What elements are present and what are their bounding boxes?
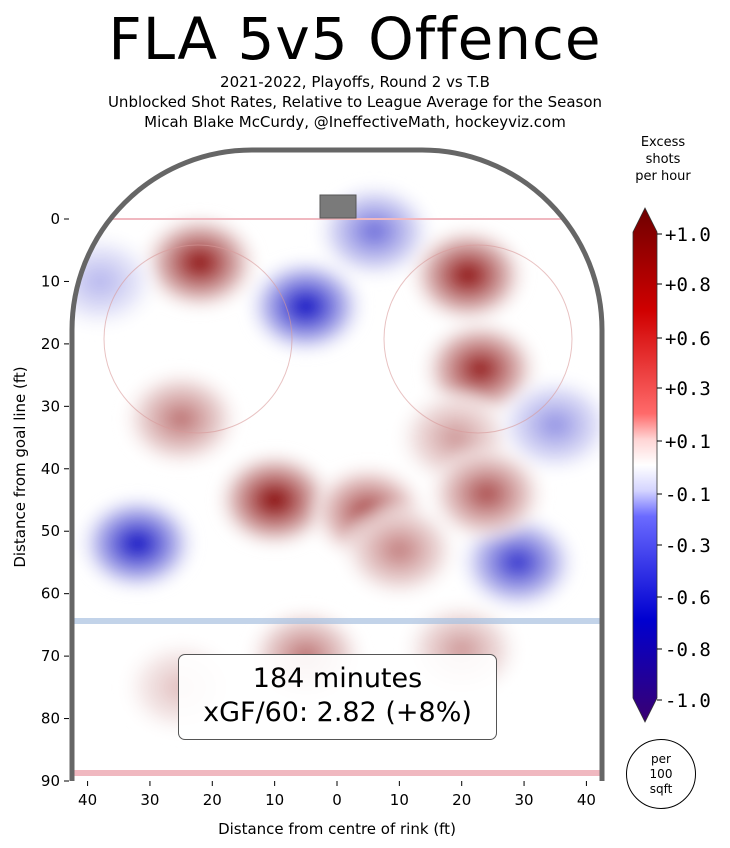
y-tick-label: 50 xyxy=(41,522,60,540)
heat-hotspot-9-ring-1 xyxy=(388,540,411,560)
heat-hotspot-1-ring-1 xyxy=(294,297,318,316)
heat-hotspot-12-ring-1 xyxy=(544,415,567,435)
y-tick-label: 70 xyxy=(41,647,60,665)
heat-hotspot-3-ring-1 xyxy=(456,265,480,285)
x-tick-label: 10 xyxy=(265,791,284,809)
x-axis-label: Distance from centre of rink (ft) xyxy=(218,820,456,838)
heat-hotspot-11-ring-1 xyxy=(506,553,530,572)
colorbar-tick-label: -0.3 xyxy=(665,535,711,557)
colorbar-tick-label: -0.6 xyxy=(665,587,711,609)
faceoff-circle-right xyxy=(383,244,573,434)
heat-hotspot-2-ring-1 xyxy=(363,222,386,241)
heat-hotspot-4-ring-1 xyxy=(469,359,492,379)
y-axis-label: Distance from goal line (ft) xyxy=(11,366,29,567)
x-tick-label: 40 xyxy=(78,791,97,809)
colorbar-tick-label: -1.0 xyxy=(665,690,711,712)
y-tick-label: 80 xyxy=(41,710,60,728)
colorbar-scale xyxy=(632,207,658,723)
stats-box: 184 minutes xGF/60: 2.82 (+8%) xyxy=(178,654,497,740)
colorbar-tick-label: +0.6 xyxy=(665,328,711,350)
heat-hotspot-13-ring-1 xyxy=(475,484,498,504)
y-tick-label: 20 xyxy=(41,335,60,353)
x-tick-label: 40 xyxy=(577,791,596,809)
colorbar-tick-label: +0.1 xyxy=(665,431,711,453)
y-tick-label: 30 xyxy=(41,397,60,415)
colorbar-title: Excess shots per hour xyxy=(635,135,691,184)
x-tick-label: 0 xyxy=(332,791,342,809)
x-tick-label: 10 xyxy=(390,791,409,809)
faceoff-circle-left xyxy=(103,244,293,434)
heat-hotspot-0-ring-1 xyxy=(188,253,212,273)
heat-hotspot-10-ring-1 xyxy=(126,534,149,554)
xgf-label: xGF/60: 2.82 (+8%) xyxy=(203,697,472,728)
chart-title: FLA 5v5 Offence xyxy=(108,5,602,73)
colorbar-tick-label: +0.8 xyxy=(665,274,711,296)
colorbar-tick-label: +1.0 xyxy=(665,224,711,246)
colorbar-tick-label: -0.1 xyxy=(665,484,711,506)
x-tick-label: 30 xyxy=(140,791,159,809)
x-tick-label: 30 xyxy=(515,791,534,809)
unit-badge: per 100 sqft xyxy=(626,739,696,809)
colorbar-tick-label: +0.3 xyxy=(665,378,711,400)
x-tick-label: 20 xyxy=(203,791,222,809)
y-tick-label: 0 xyxy=(50,210,60,228)
rink-boards xyxy=(69,147,605,781)
colorbar: +1.0 +0.8 +0.6 +0.3 +0.1 -0.1 -0.3 -0.6 -0.8 -1.0 xyxy=(632,207,711,723)
chart-subtitle-1: 2021-2022, Playoffs, Round 2 vs T.B xyxy=(220,73,490,91)
y-tick-label: 90 xyxy=(41,772,60,790)
heat-hotspot-6-ring-1 xyxy=(263,490,286,510)
goal-net xyxy=(319,194,357,219)
heat-hotspot-14-ring-1 xyxy=(88,272,112,291)
x-tick-label: 20 xyxy=(452,791,471,809)
y-tick-label: 60 xyxy=(41,585,60,603)
axes: 40 30 20 10 0 10 20 30 40 0 10 20 30 40 50 60 70 80 90 Dist… xyxy=(11,210,596,838)
heat-hotspot-5-ring-1 xyxy=(444,428,467,447)
y-tick-label: 40 xyxy=(41,460,60,478)
minutes-label: 184 minutes xyxy=(252,663,423,694)
colorbar-tick-label: -0.8 xyxy=(665,639,711,661)
chart-subtitle-3: Micah Blake McCurdy, @IneffectiveMath, h… xyxy=(144,113,566,131)
y-tick-label: 10 xyxy=(41,272,60,290)
chart-subtitle-2: Unblocked Shot Rates, Relative to League… xyxy=(107,93,603,111)
heat-hotspot-8-ring-1 xyxy=(169,409,193,429)
